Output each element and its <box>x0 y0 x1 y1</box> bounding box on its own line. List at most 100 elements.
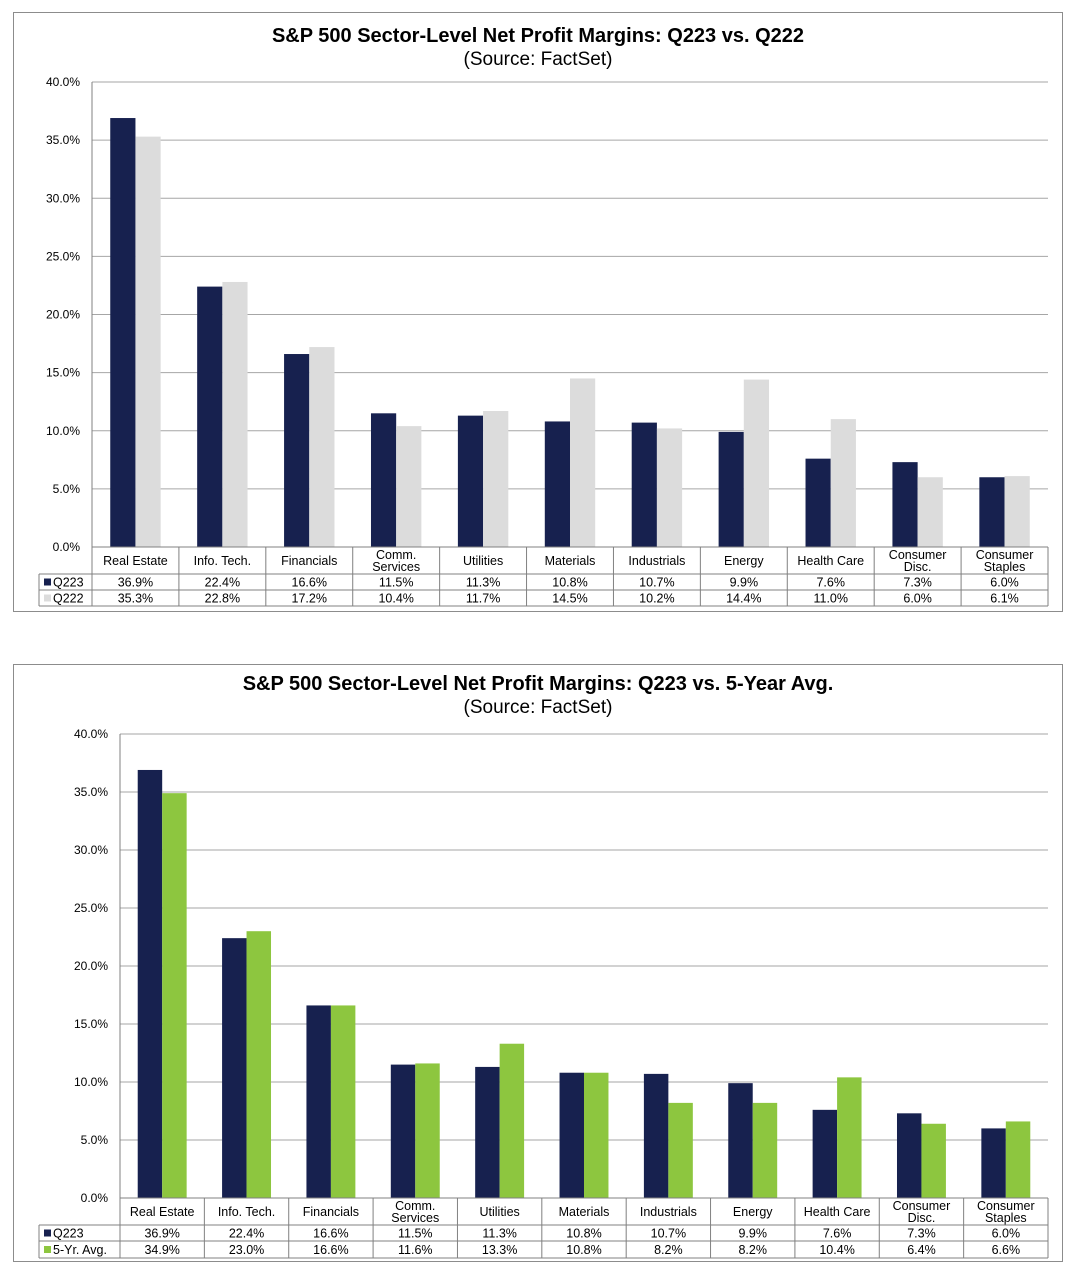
bar-q223-utilities <box>475 1066 500 1198</box>
bar-q223-real-estate <box>110 118 136 547</box>
legend-swatch-q222 <box>44 594 51 602</box>
bar-5-yr-avg-consumer-staples <box>1005 1121 1031 1198</box>
data-label: 10.7% <box>651 1227 686 1241</box>
chart-title: S&P 500 Sector-Level Net Profit Margins:… <box>243 673 834 695</box>
bar-q223-materials <box>544 421 570 547</box>
y-tick-label: 40.0% <box>74 727 108 741</box>
bar-q222-industrials <box>656 428 683 547</box>
x-category-label: Materials <box>545 554 596 568</box>
chart-subtitle: (Source: FactSet) <box>464 697 613 718</box>
data-label: 6.0% <box>990 576 1019 590</box>
x-category-label: Health Care <box>804 1205 871 1219</box>
bar-q222-materials <box>570 378 596 547</box>
bar-q223-real-estate <box>137 769 163 1198</box>
bar-5-yr-avg-comm-services <box>415 1063 440 1198</box>
bar-q223-info-tech <box>222 938 247 1198</box>
bar-q222-comm-services <box>396 426 422 547</box>
bar-q223-consumer-disc <box>896 1113 922 1198</box>
y-tick-label: 20.0% <box>46 308 80 322</box>
data-label: 10.8% <box>552 576 587 590</box>
x-category-label: Consumer Staples <box>976 548 1034 574</box>
legend-label-q223: Q223 <box>53 576 84 590</box>
legend-label-q223: Q223 <box>53 1227 84 1241</box>
x-category-label: Consumer Disc. <box>893 1199 951 1225</box>
x-category-label: Real Estate <box>130 1205 195 1219</box>
bar-q222-consumer-disc <box>917 477 943 547</box>
data-label: 7.6% <box>823 1227 852 1241</box>
data-label: 36.9% <box>144 1227 179 1241</box>
y-tick-label: 0.0% <box>53 540 81 554</box>
data-label: 11.6% <box>398 1243 433 1257</box>
data-label: 17.2% <box>292 592 327 606</box>
x-category-label: Materials <box>559 1205 610 1219</box>
data-label: 11.3% <box>482 1227 517 1241</box>
data-label: 16.6% <box>292 576 327 590</box>
bar-q223-health-care <box>805 458 831 547</box>
y-tick-label: 35.0% <box>46 133 80 147</box>
y-tick-label: 30.0% <box>46 191 80 205</box>
y-tick-label: 10.0% <box>74 1075 108 1089</box>
data-label: 10.4% <box>378 592 413 606</box>
data-label: 14.4% <box>726 592 761 606</box>
bar-q223-industrials <box>643 1073 669 1198</box>
bar-q222-utilities <box>483 410 509 547</box>
data-label: 6.0% <box>992 1227 1021 1241</box>
bar-q223-financials <box>284 354 310 547</box>
x-category-label: Consumer Disc. <box>889 548 947 574</box>
y-tick-label: 35.0% <box>74 785 108 799</box>
data-label: 35.3% <box>118 592 153 606</box>
legend-label-q222: Q222 <box>53 592 84 606</box>
chart-q223-vs-q222: S&P 500 Sector-Level Net Profit Margins:… <box>38 25 1049 607</box>
data-label: 10.8% <box>566 1243 601 1257</box>
data-label: 22.4% <box>229 1227 264 1241</box>
chart-q223-vs-5yr-avg: S&P 500 Sector-Level Net Profit Margins:… <box>38 673 1049 1259</box>
data-label: 10.8% <box>566 1227 601 1241</box>
data-label: 16.6% <box>313 1227 348 1241</box>
legend-label-5-yr-avg: 5-Yr. Avg. <box>53 1243 107 1257</box>
y-tick-label: 40.0% <box>46 75 80 89</box>
data-label: 22.4% <box>205 576 240 590</box>
y-tick-label: 5.0% <box>53 482 81 496</box>
data-label: 11.7% <box>466 592 501 606</box>
data-label: 8.2% <box>738 1243 767 1257</box>
bar-q222-energy <box>743 379 770 547</box>
bar-q223-materials <box>559 1072 584 1198</box>
y-tick-label: 15.0% <box>46 366 80 380</box>
x-category-label: Industrials <box>628 554 685 568</box>
chart-title: S&P 500 Sector-Level Net Profit Margins:… <box>272 25 804 47</box>
bar-q222-info-tech <box>222 281 248 547</box>
y-tick-label: 5.0% <box>81 1133 109 1147</box>
bar-q223-industrials <box>631 422 657 547</box>
x-category-label: Utilities <box>479 1205 519 1219</box>
y-tick-label: 0.0% <box>81 1191 109 1205</box>
data-label: 7.6% <box>816 576 845 590</box>
x-category-label: Comm. Services <box>372 548 420 574</box>
bar-q223-health-care <box>812 1109 838 1198</box>
y-tick-label: 30.0% <box>74 843 108 857</box>
x-category-label: Financials <box>281 554 337 568</box>
x-category-label: Info. Tech. <box>218 1205 275 1219</box>
data-label: 10.4% <box>819 1243 854 1257</box>
bar-5-yr-avg-health-care <box>837 1077 862 1198</box>
legend-swatch-q223 <box>44 1229 51 1237</box>
bar-q222-consumer-staples <box>1004 476 1030 547</box>
data-label: 11.5% <box>398 1227 433 1241</box>
x-category-label: Comm. Services <box>391 1199 439 1225</box>
y-tick-label: 25.0% <box>74 901 108 915</box>
bar-5-yr-avg-real-estate <box>162 793 187 1198</box>
chart-panel-q223-vs-5yr-avg: S&P 500 Sector-Level Net Profit Margins:… <box>13 664 1063 1262</box>
bar-q222-health-care <box>830 419 856 547</box>
data-label: 22.8% <box>205 592 240 606</box>
bar-q222-financials <box>309 347 335 547</box>
data-label: 13.3% <box>482 1243 517 1257</box>
y-tick-label: 10.0% <box>46 424 80 438</box>
data-label: 9.9% <box>730 576 759 590</box>
bar-q223-energy <box>728 1083 753 1198</box>
chart-panel-q223-vs-q222: S&P 500 Sector-Level Net Profit Margins:… <box>13 12 1063 612</box>
y-tick-label: 20.0% <box>74 959 108 973</box>
x-category-label: Consumer Staples <box>977 1199 1035 1225</box>
bar-q223-consumer-staples <box>981 1128 1006 1198</box>
bar-q223-comm-services <box>390 1064 416 1198</box>
bar-q223-utilities <box>457 415 484 547</box>
bar-q223-consumer-staples <box>979 477 1005 547</box>
